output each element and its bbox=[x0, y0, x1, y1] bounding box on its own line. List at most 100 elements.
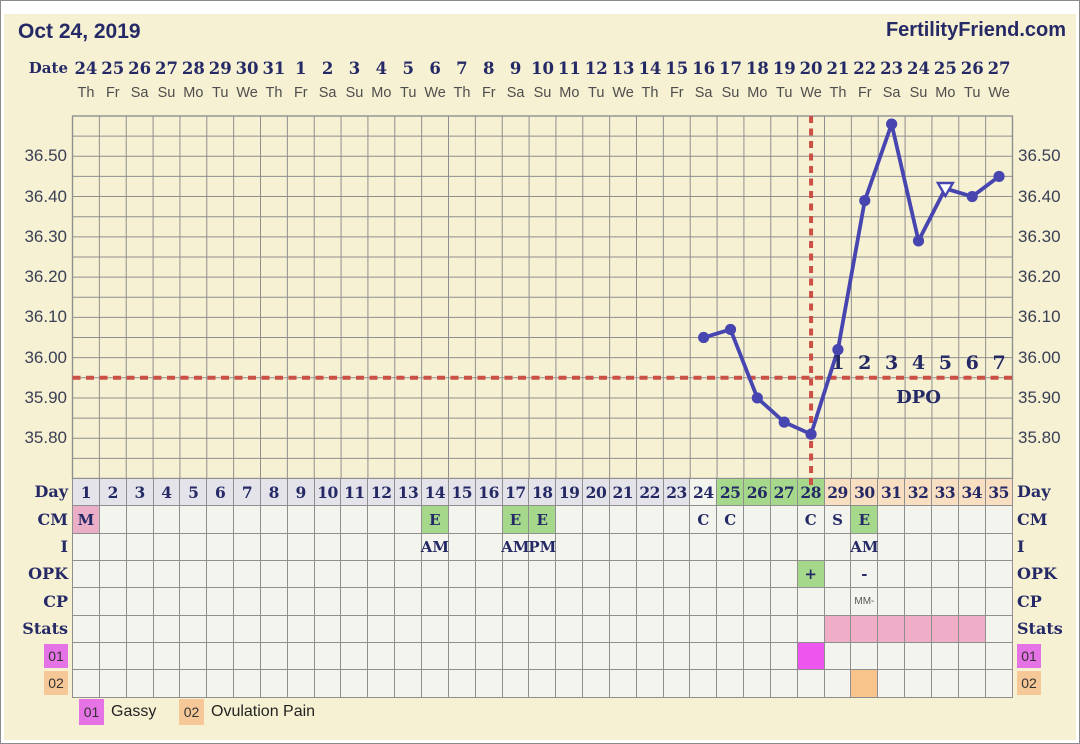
cm-cell[interactable]: C bbox=[797, 506, 825, 534]
cp-cell[interactable] bbox=[878, 588, 906, 616]
cp-cell[interactable] bbox=[314, 588, 342, 616]
i-cell[interactable]: AM bbox=[850, 533, 879, 562]
day-header-cell[interactable]: 23 bbox=[663, 479, 691, 507]
cm-cell[interactable] bbox=[583, 506, 610, 534]
stats-cell[interactable] bbox=[395, 615, 422, 644]
i-cell[interactable]: AM bbox=[501, 533, 530, 562]
day-header-cell[interactable]: 18 bbox=[529, 479, 557, 507]
01-cell[interactable] bbox=[421, 643, 449, 671]
cm-cell[interactable] bbox=[744, 506, 771, 534]
cm-cell[interactable]: M bbox=[73, 506, 100, 534]
day-header-cell[interactable]: 14 bbox=[421, 479, 449, 507]
temp-point[interactable] bbox=[832, 344, 844, 356]
01-cell[interactable] bbox=[153, 643, 181, 671]
stats-cell[interactable] bbox=[636, 615, 664, 644]
stats-cell[interactable] bbox=[797, 615, 825, 644]
day-header-cell[interactable]: 25 bbox=[717, 479, 745, 507]
01-cell[interactable] bbox=[180, 643, 208, 671]
02-cell[interactable] bbox=[744, 670, 771, 698]
opk-cell[interactable] bbox=[717, 561, 745, 589]
opk-cell[interactable] bbox=[314, 561, 342, 589]
opk-cell[interactable] bbox=[529, 561, 557, 589]
stats-cell[interactable] bbox=[287, 615, 315, 644]
01-cell[interactable] bbox=[234, 643, 261, 671]
opk-cell[interactable] bbox=[180, 561, 208, 589]
opk-cell[interactable] bbox=[448, 561, 476, 589]
cm-cell[interactable] bbox=[207, 506, 235, 534]
stats-cell[interactable] bbox=[958, 615, 986, 644]
cm-cell[interactable] bbox=[314, 506, 342, 534]
02-cell[interactable] bbox=[421, 670, 449, 698]
02-cell[interactable] bbox=[556, 670, 584, 698]
opk-cell[interactable] bbox=[260, 561, 288, 589]
01-cell[interactable] bbox=[260, 643, 288, 671]
opk-cell[interactable] bbox=[690, 561, 718, 589]
opk-cell[interactable] bbox=[475, 561, 503, 589]
cm-cell[interactable]: C bbox=[690, 506, 718, 534]
stats-cell[interactable] bbox=[153, 615, 181, 644]
day-header-cell[interactable]: 9 bbox=[287, 479, 315, 507]
cm-cell[interactable] bbox=[180, 506, 208, 534]
cp-cell[interactable] bbox=[260, 588, 288, 616]
i-cell[interactable]: PM bbox=[528, 533, 556, 562]
stats-cell[interactable] bbox=[234, 615, 261, 644]
cp-cell[interactable] bbox=[368, 588, 396, 616]
opk-cell[interactable] bbox=[556, 561, 584, 589]
opk-cell[interactable] bbox=[73, 561, 100, 589]
02-cell[interactable] bbox=[260, 670, 288, 698]
01-cell[interactable] bbox=[985, 643, 1013, 671]
opk-cell[interactable] bbox=[99, 561, 127, 589]
02-cell[interactable] bbox=[583, 670, 610, 698]
opk-cell[interactable] bbox=[744, 561, 771, 589]
01-cell[interactable] bbox=[529, 643, 557, 671]
stats-cell[interactable] bbox=[851, 615, 879, 644]
01-cell[interactable] bbox=[636, 643, 664, 671]
stats-cell[interactable] bbox=[905, 615, 932, 644]
02-cell[interactable] bbox=[690, 670, 718, 698]
02-cell[interactable] bbox=[314, 670, 342, 698]
cm-cell[interactable]: E bbox=[502, 506, 530, 534]
day-header-cell[interactable]: 12 bbox=[368, 479, 396, 507]
stats-cell[interactable] bbox=[99, 615, 127, 644]
stats-cell[interactable] bbox=[609, 615, 637, 644]
02-cell[interactable] bbox=[368, 670, 396, 698]
opk-cell[interactable] bbox=[609, 561, 637, 589]
02-cell[interactable] bbox=[636, 670, 664, 698]
day-header-cell[interactable]: 30 bbox=[851, 479, 879, 507]
i-cell[interactable] bbox=[73, 533, 100, 562]
02-cell[interactable] bbox=[395, 670, 422, 698]
01-cell[interactable] bbox=[556, 643, 584, 671]
cp-cell[interactable] bbox=[583, 588, 610, 616]
i-cell[interactable] bbox=[234, 533, 261, 562]
temp-point[interactable] bbox=[751, 392, 763, 404]
cp-cell[interactable] bbox=[529, 588, 557, 616]
stats-cell[interactable] bbox=[690, 615, 718, 644]
cp-cell[interactable] bbox=[905, 588, 932, 616]
cm-cell[interactable] bbox=[878, 506, 906, 534]
i-cell[interactable] bbox=[153, 533, 181, 562]
cp-cell[interactable] bbox=[153, 588, 181, 616]
stats-cell[interactable] bbox=[583, 615, 610, 644]
i-cell[interactable] bbox=[663, 533, 691, 562]
cp-cell[interactable] bbox=[395, 588, 422, 616]
01-cell[interactable] bbox=[314, 643, 342, 671]
01-cell[interactable] bbox=[99, 643, 127, 671]
02-cell[interactable] bbox=[770, 670, 798, 698]
i-cell[interactable] bbox=[985, 533, 1013, 562]
opk-cell[interactable] bbox=[126, 561, 154, 589]
cp-cell[interactable] bbox=[636, 588, 664, 616]
02-cell[interactable] bbox=[153, 670, 181, 698]
i-cell[interactable] bbox=[636, 533, 664, 562]
cp-cell[interactable] bbox=[824, 588, 852, 616]
opk-cell[interactable] bbox=[583, 561, 610, 589]
02-cell[interactable] bbox=[529, 670, 557, 698]
02-cell[interactable] bbox=[287, 670, 315, 698]
i-cell[interactable] bbox=[770, 533, 798, 562]
cm-cell[interactable] bbox=[905, 506, 932, 534]
i-cell[interactable] bbox=[932, 533, 959, 562]
opk-cell[interactable] bbox=[341, 561, 369, 589]
opk-cell[interactable] bbox=[905, 561, 932, 589]
day-header-cell[interactable]: 16 bbox=[475, 479, 503, 507]
opk-cell[interactable]: + bbox=[797, 561, 825, 589]
cp-cell[interactable] bbox=[502, 588, 530, 616]
